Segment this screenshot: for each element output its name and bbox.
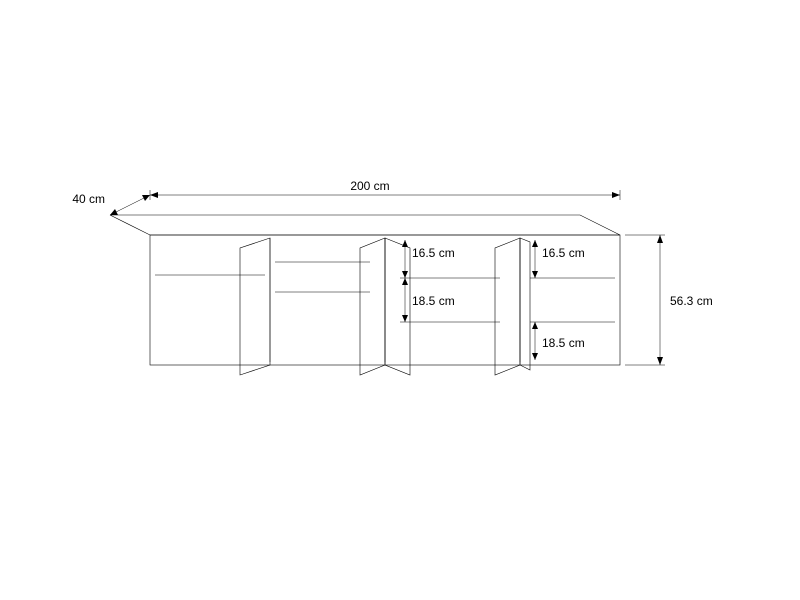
door-1 bbox=[240, 238, 270, 375]
cabinet-top-face bbox=[110, 215, 620, 235]
dim-s3-lower-label: 18.5 cm bbox=[412, 294, 455, 308]
dim-s4-upper-label: 16.5 cm bbox=[542, 246, 585, 260]
door-2l bbox=[360, 238, 385, 375]
dim-s3-upper-label: 16.5 cm bbox=[412, 246, 455, 260]
dim-height-label: 56.3 cm bbox=[670, 294, 713, 308]
dim-s4-lower-label: 18.5 cm bbox=[542, 336, 585, 350]
dim-width-200: 200 cm bbox=[150, 179, 620, 200]
dim-height-56: 56.3 cm bbox=[625, 235, 713, 365]
door-3r bbox=[520, 238, 530, 370]
dim-depth-label: 40 cm bbox=[72, 192, 105, 206]
furniture-dimension-diagram: 200 cm 40 cm 56.3 cm 16.5 cm 18.5 cm 16.… bbox=[0, 0, 800, 600]
dim-width-label: 200 cm bbox=[350, 179, 389, 193]
door-3l bbox=[495, 238, 520, 375]
dim-s4-lower: 18.5 cm bbox=[532, 322, 585, 360]
door-2r bbox=[385, 238, 410, 375]
dim-depth-40: 40 cm bbox=[72, 192, 150, 215]
dim-s4-upper: 16.5 cm bbox=[532, 240, 585, 278]
